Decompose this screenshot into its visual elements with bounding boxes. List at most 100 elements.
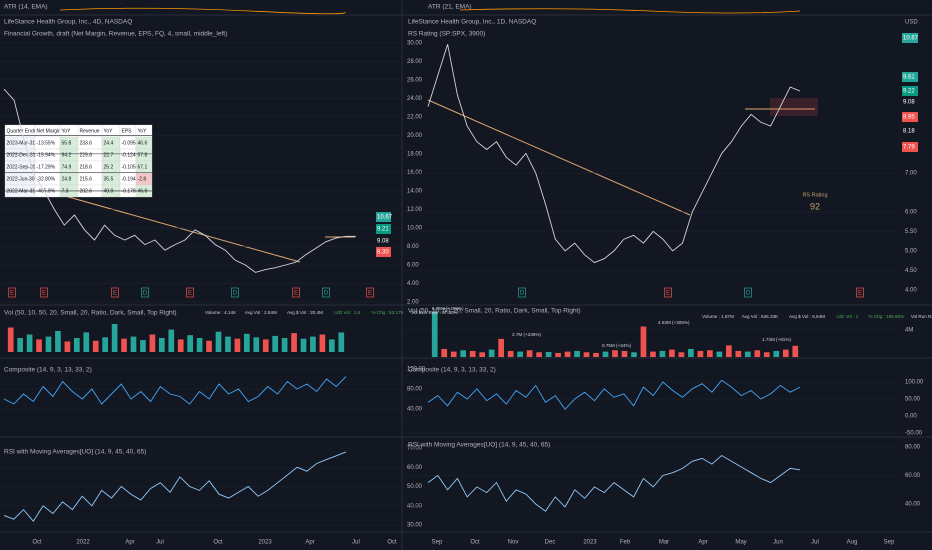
price-tag xyxy=(902,112,918,122)
table-text: 94.2 xyxy=(62,152,72,158)
y-tick-label: 4M xyxy=(905,328,913,334)
pane-title: Vol (50, 10, 50, 20, Small, 20, Ratio, D… xyxy=(4,310,177,317)
x-tick-label: Apr xyxy=(125,540,134,546)
rs-label: RS Rating xyxy=(802,192,827,198)
volume-bar xyxy=(621,350,628,357)
pane-title: Composite (14, 9, 3, 13, 33, 2) xyxy=(4,367,92,374)
y-tick-label: 8.00 xyxy=(407,244,419,250)
volume-bar xyxy=(121,338,127,352)
y-tick-label: 24.00 xyxy=(407,96,423,102)
y-tick-label: 14.00 xyxy=(407,188,423,194)
volume-bar xyxy=(469,350,476,357)
indicator-title: ATR (21, EMA) xyxy=(428,4,472,11)
volume-stat: Avg $ Vol : 20.4M xyxy=(287,310,323,315)
x-tick-label: Dec xyxy=(545,540,556,546)
volume-bar xyxy=(234,338,241,352)
table-text: 67.1 xyxy=(138,164,148,170)
volume-bar xyxy=(754,350,761,357)
volume-bar xyxy=(319,334,326,352)
table-text: 74.9 xyxy=(62,164,72,170)
price-tag-label: 9.22 xyxy=(903,89,915,95)
volume-bar xyxy=(526,350,533,357)
volume-stat: Volume : 4.14K xyxy=(205,310,237,315)
volume-bar xyxy=(74,338,80,352)
series-line xyxy=(427,454,801,512)
volume-bar xyxy=(206,340,212,352)
price-tag xyxy=(902,142,918,152)
event-label: E xyxy=(294,291,298,297)
y-tick-label: 40.00 xyxy=(905,502,921,508)
pane-title: Composite (14, 9, 3, 13, 33, 2) xyxy=(408,367,496,374)
series-line xyxy=(427,379,801,410)
table-text: 233.6 xyxy=(80,140,93,146)
volume-bar xyxy=(300,338,307,352)
table-text: Quarter Ended xyxy=(7,128,40,134)
event-label: E xyxy=(10,291,14,297)
pane-subtitle: RS Rating (SP:SPX, 3900) xyxy=(408,31,485,38)
volume-bar xyxy=(111,324,118,352)
volume-bar xyxy=(716,351,723,357)
price-tag-label: 10.67 xyxy=(377,215,393,221)
price-tag xyxy=(902,86,918,96)
volume-stat: % Chg : 63.175 xyxy=(371,310,403,315)
table-text: Net Margin xyxy=(37,128,62,134)
event-marker xyxy=(40,287,48,298)
y-tick-label: 22.00 xyxy=(407,114,423,120)
table-text: -0.124 xyxy=(122,152,136,158)
volume-bar xyxy=(640,326,647,357)
x-tick-label: Jul xyxy=(352,540,360,546)
table-text: 22.7 xyxy=(104,152,114,158)
x-tick-label: Aug xyxy=(847,540,858,546)
price-tag-label: 9.21 xyxy=(377,227,389,233)
table-text: 35.5 xyxy=(104,176,114,182)
event-marker xyxy=(292,287,300,298)
event-marker xyxy=(856,287,864,298)
x-tick-label: Sep xyxy=(884,540,895,546)
table-text: EPS xyxy=(122,128,133,134)
volume-stat: U/D Vol : 1.6 xyxy=(334,310,360,315)
price-tag xyxy=(902,126,918,136)
event-label: E xyxy=(42,291,46,297)
event-marker xyxy=(322,287,330,298)
volume-bar xyxy=(338,332,345,352)
table-text: -2.8 xyxy=(138,176,147,182)
y-tick-label: 40.00 xyxy=(407,407,423,413)
y-tick-label: 2.00 xyxy=(407,300,419,306)
event-marker xyxy=(518,287,526,298)
volume-bar xyxy=(744,351,751,357)
volume-stat: Vol Run Rate : 57.20% xyxy=(411,310,457,315)
table-text: YoY xyxy=(104,128,114,134)
volume-bar xyxy=(450,351,457,357)
x-tick-label: Oct xyxy=(387,540,397,546)
x-tick-label: Sep xyxy=(432,540,443,546)
price-tag-label: 7.79 xyxy=(903,145,915,151)
rs-value: 92 xyxy=(810,201,820,211)
volume-note: 1.73M (+81%) xyxy=(762,337,791,342)
volume-bar xyxy=(196,338,203,352)
table-text: -0.105 xyxy=(122,164,136,170)
y-tick-label: 50.00 xyxy=(407,484,423,490)
y-tick-label: 80.00 xyxy=(905,445,921,451)
volume-bar xyxy=(310,336,316,352)
series-line xyxy=(3,376,347,405)
table-text: 229.6 xyxy=(80,152,93,158)
series-line xyxy=(3,88,356,273)
pane-title: RSI with Moving Averages[UO] (14, 9, 45,… xyxy=(4,449,146,456)
price-tag xyxy=(902,97,918,107)
volume-stat: Vol Run Rate : 178.58% xyxy=(911,314,932,319)
y-tick-label: 4.00 xyxy=(407,281,419,287)
volume-bar xyxy=(291,333,297,352)
volume-bar xyxy=(262,339,269,352)
price-tag-label: 9.08 xyxy=(903,100,915,106)
volume-bar xyxy=(697,350,704,357)
volume-stat: Avg Vol : 626.23K xyxy=(742,314,779,319)
volume-bar xyxy=(602,351,609,357)
y-tick-label: 20.00 xyxy=(407,133,423,139)
table-text: -0.178 xyxy=(122,188,136,194)
volume-bar xyxy=(593,352,599,357)
price-tag xyxy=(376,224,391,234)
volume-bar xyxy=(564,351,571,357)
x-tick-label: Mar xyxy=(659,540,669,546)
